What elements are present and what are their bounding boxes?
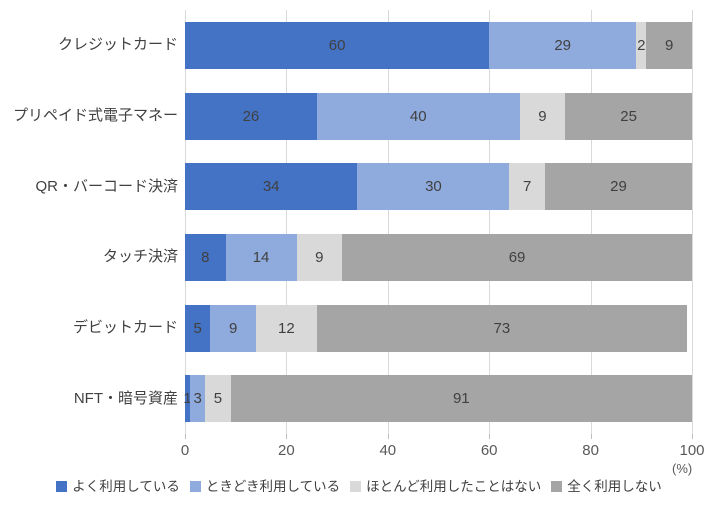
legend: よく利用している ときどき利用している ほとんど利用したことはない 全く利用しない (0, 480, 718, 494)
bar-segment[interactable]: 5 (205, 375, 231, 423)
bar-segment-value: 8 (201, 248, 210, 266)
bar-segment[interactable]: 7 (509, 163, 545, 211)
bar-segment[interactable]: 3 (190, 375, 206, 423)
legend-item[interactable]: よく利用している (56, 480, 180, 494)
bar-segment-value: 12 (278, 319, 295, 337)
legend-label: ほとんど利用したことはない (366, 479, 542, 494)
legend-item[interactable]: ときどき利用している (189, 479, 341, 494)
bar-segment[interactable]: 69 (342, 233, 692, 281)
category-label-1: プリペイド式電子マネー (12, 107, 178, 124)
bar-segment-value: 1 (183, 390, 192, 408)
bar-segment[interactable]: 34 (185, 163, 358, 211)
bar-segment[interactable]: 25 (565, 92, 692, 140)
legend-label: 全く利用しない (567, 479, 662, 494)
tick-mark-60 (489, 434, 491, 439)
plot-area: 60 29 2 9 26 40 9 25 34 30 7 29 8 14 9 69 5 9 12 73 1 3 5 91 (183, 10, 693, 439)
category-label-3: タッチ決済 (102, 248, 178, 266)
legend-swatch-icon (189, 481, 201, 493)
bar-segment[interactable]: 9 (646, 21, 692, 69)
x-tick-label-60: 60 (480, 442, 498, 459)
bar-segment[interactable]: 2 (636, 21, 647, 69)
legend-swatch-icon (551, 481, 563, 493)
legend-swatch-icon (350, 481, 362, 493)
tick-mark-40 (387, 434, 389, 439)
bar-segment[interactable]: 9 (210, 304, 256, 352)
bar-segment-value: 14 (252, 248, 270, 266)
tick-mark-100 (692, 434, 693, 439)
x-tick-label-80: 80 (582, 442, 599, 459)
tick-mark-80 (590, 434, 592, 439)
legend-item[interactable]: ほとんど利用したことはない (350, 480, 541, 494)
category-label-4: デビットカード (72, 319, 178, 336)
bar-segment[interactable]: 30 (357, 163, 510, 211)
bar-segment[interactable]: 29 (489, 21, 637, 69)
axis-unit-label: (%) (672, 461, 693, 476)
bar-segment[interactable]: 9 (296, 233, 343, 281)
bar-segment[interactable]: 1 (183, 375, 192, 423)
bar-segment-value: 9 (538, 107, 547, 125)
bar-segment-value: 5 (193, 319, 202, 337)
gridline-20 (286, 10, 288, 434)
gridline-100 (692, 10, 693, 434)
bar-segment-value: 25 (620, 107, 637, 125)
bar-segment[interactable]: 9 (519, 92, 566, 140)
gridline-60 (489, 10, 491, 434)
bar-row-4: 5 9 12 73 (185, 304, 692, 352)
bar-segment[interactable]: 40 (316, 92, 520, 140)
legend-item[interactable]: 全く利用しない (551, 480, 662, 494)
gridline-80 (590, 10, 592, 434)
x-tick-label-20: 20 (278, 442, 295, 459)
bar-segment-value: 73 (493, 319, 511, 337)
bar-segment[interactable]: 14 (225, 233, 297, 281)
tick-mark-20 (286, 434, 288, 439)
bar-segment-value: 5 (213, 390, 223, 408)
bar-segment-value: 9 (228, 319, 238, 337)
bar-segment[interactable]: 73 (316, 304, 687, 352)
bar-segment-value: 9 (315, 248, 324, 266)
bar-segment[interactable]: 91 (230, 375, 692, 423)
bar-segment-value: 34 (262, 178, 280, 196)
bar-segment[interactable]: 5 (185, 304, 211, 352)
bar-segment-value: 69 (508, 248, 526, 266)
category-label-2: QR・バーコード決済 (35, 177, 178, 195)
bar-segment[interactable]: 8 (185, 233, 226, 281)
bar-row-2: 34 30 7 29 (185, 163, 692, 211)
bar-segment-value: 60 (328, 36, 346, 54)
bar-segment[interactable]: 12 (255, 304, 317, 352)
bar-segment[interactable]: 26 (185, 92, 317, 140)
legend-label: ときどき利用している (205, 479, 341, 494)
bar-row-1: 26 40 9 25 (185, 92, 692, 140)
legend-label: よく利用している (72, 479, 180, 494)
gridline-0 (185, 10, 186, 434)
bar-segment-value: 29 (554, 36, 572, 54)
gridline-40 (387, 10, 389, 434)
bar-segment[interactable]: 60 (185, 21, 490, 69)
bar-row-5: 1 3 5 91 (183, 375, 692, 423)
bar-segment-value: 3 (193, 390, 202, 408)
bar-segment-value: 30 (425, 178, 442, 196)
tick-mark-0 (185, 434, 186, 439)
bar-segment-value: 40 (409, 107, 427, 125)
bar-segment-value: 9 (664, 36, 674, 54)
bar-segment-value: 7 (523, 178, 532, 196)
x-tick-label-100: 100 (679, 442, 705, 459)
bar-row-3: 8 14 9 69 (185, 233, 692, 281)
category-label-0: クレジットカード (57, 36, 178, 54)
bar-segment[interactable]: 29 (544, 163, 692, 211)
legend-swatch-icon (56, 481, 68, 493)
bar-segment-value: 26 (242, 107, 260, 125)
bar-segment-value: 2 (637, 36, 646, 54)
bar-segment-value: 29 (610, 178, 627, 196)
bar-segment-value: 91 (452, 390, 470, 408)
x-tick-label-40: 40 (379, 442, 397, 459)
bar-row-0: 60 29 2 9 (185, 21, 692, 69)
x-tick-label-0: 0 (180, 442, 190, 459)
category-label-5: NFT・暗号資産 (73, 389, 178, 407)
